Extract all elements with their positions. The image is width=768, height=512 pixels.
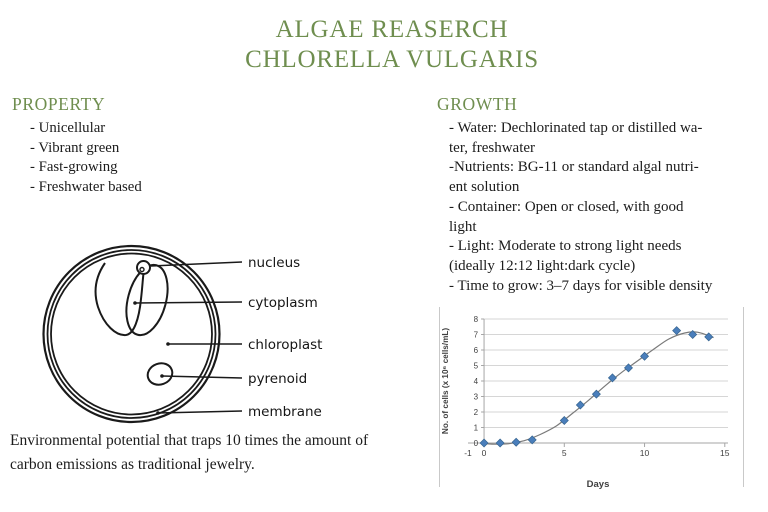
growth-line: ent solution — [449, 179, 520, 196]
data-point-marker — [559, 416, 569, 426]
y-tick-label: 2 — [474, 408, 479, 417]
data-point-marker — [575, 400, 585, 410]
y-tick-label: 4 — [474, 377, 479, 386]
y-tick-label: 3 — [474, 392, 479, 401]
property-item: - Unicellular — [30, 120, 106, 136]
data-point-marker — [688, 330, 698, 339]
page-title: ALGAE REASERCH CHLORELLA VULGARIS — [16, 15, 768, 75]
diagram-label-chloroplast: chloroplast — [248, 337, 322, 353]
y-tick-label: 0 — [474, 439, 479, 448]
title-line-1: ALGAE REASERCH — [275, 16, 509, 43]
title-line-2: CHLORELLA VULGARIS — [245, 46, 539, 73]
leader-lines — [134, 261, 243, 414]
y-axis-title: No. of cells (x 10⁶ cells/mL) — [441, 328, 450, 434]
diagram-label-nucleus: nucleus — [248, 255, 300, 271]
data-point-marker — [672, 326, 682, 336]
membrane-rings — [42, 244, 221, 424]
footnote: Environmental potential that traps 10 ti… — [10, 429, 368, 477]
growth-line: - Light: Moderate to strong light needs — [449, 238, 682, 255]
footnote-line: carbon emissions as traditional jewelry. — [10, 456, 255, 473]
data-point-marker — [623, 363, 633, 373]
diagram-label-pyrenoid: pyrenoid — [248, 371, 307, 387]
chart-right-border — [743, 307, 744, 487]
data-point-marker — [591, 389, 601, 399]
chart-left-border — [439, 307, 440, 487]
data-point-marker — [527, 435, 537, 445]
data-point-marker — [511, 437, 521, 447]
growth-line: - Container: Open or closed, with good — [449, 198, 684, 215]
x-tick-label: 5 — [562, 448, 567, 458]
property-item: - Vibrant green — [30, 139, 120, 156]
growth-heading: GROWTH — [437, 94, 518, 114]
growth-line: - Time to grow: 3–7 days for visible den… — [449, 277, 713, 294]
property-item: - Fast-growing — [30, 159, 118, 176]
cell-diagram: nucleus cytoplasm chloroplast pyrenoid m… — [42, 244, 322, 424]
data-point-marker — [607, 373, 617, 383]
growth-list: - Water: Dechlorinated tap or distilled … — [449, 119, 764, 296]
x-tick-label: -1 — [464, 448, 472, 458]
data-point-marker — [479, 438, 489, 448]
diagram-label-cytoplasm: cytoplasm — [248, 295, 318, 311]
data-point-marker — [495, 438, 505, 448]
footnote-line: Environmental potential that traps 10 ti… — [10, 432, 369, 449]
property-heading: PROPERTY — [12, 94, 106, 114]
nucleolus-shape — [139, 266, 145, 273]
diagram-label-membrane: membrane — [248, 404, 322, 420]
growth-line: (ideally 12:12 light:dark cycle) — [449, 257, 636, 274]
data-point-marker — [704, 332, 714, 342]
property-list: - Unicellular - Vibrant green - Fast-growi… — [30, 119, 142, 197]
y-tick-label: 8 — [474, 315, 479, 324]
growth-line: ter, freshwater — [449, 139, 536, 156]
growth-line: light — [449, 218, 477, 235]
property-item: - Freshwater based — [30, 178, 142, 195]
growth-line: -Nutrients: BG-11 or standard algal nutr… — [449, 159, 699, 176]
y-tick-label: 6 — [474, 346, 479, 355]
chloroplast-cup-shape — [94, 262, 146, 337]
data-point-marker — [640, 351, 650, 361]
growth-line: - Water: Dechlorinated tap or distilled … — [449, 120, 703, 136]
x-axis-title: Days — [587, 479, 610, 490]
pyrenoid-shape — [146, 362, 174, 386]
growth-chart: 0 1 2 3 4 5 6 7 8 -1 0 5 10 15 Days No. of cells (x 10⁶… — [436, 306, 746, 502]
x-tick-label: 15 — [720, 448, 730, 458]
leader-dots — [133, 301, 170, 415]
y-tick-label: 7 — [474, 330, 479, 339]
x-tick-label: 0 — [482, 448, 487, 458]
x-tick-label: 10 — [640, 448, 650, 458]
y-tick-label: 5 — [474, 361, 479, 370]
y-tick-label: 1 — [474, 423, 479, 432]
